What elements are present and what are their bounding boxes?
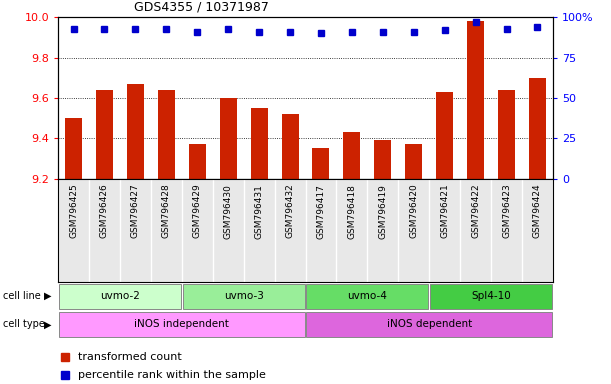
FancyBboxPatch shape [430,284,552,309]
Bar [282,114,299,179]
Text: GSM796424: GSM796424 [533,184,542,238]
Text: GSM796422: GSM796422 [471,184,480,238]
Bar [96,90,113,179]
FancyBboxPatch shape [183,284,304,309]
Text: ▶: ▶ [44,291,51,301]
Text: GDS4355 / 10371987: GDS4355 / 10371987 [134,0,269,13]
Text: uvmo-4: uvmo-4 [348,291,387,301]
Text: uvmo-3: uvmo-3 [224,291,263,301]
Text: GSM796420: GSM796420 [409,184,419,238]
Text: GSM796418: GSM796418 [348,184,356,238]
FancyBboxPatch shape [59,284,181,309]
Text: uvmo-2: uvmo-2 [100,291,140,301]
Text: GSM796427: GSM796427 [131,184,140,238]
Bar [467,22,484,179]
Bar [158,90,175,179]
Text: iNOS independent: iNOS independent [134,319,229,329]
Text: transformed count: transformed count [78,352,181,362]
Text: GSM796419: GSM796419 [378,184,387,238]
FancyBboxPatch shape [307,284,428,309]
Text: cell type: cell type [3,319,45,329]
Text: GSM796430: GSM796430 [224,184,233,238]
Text: GSM796423: GSM796423 [502,184,511,238]
Bar [498,90,515,179]
Bar [405,144,422,179]
Text: GSM796421: GSM796421 [440,184,449,238]
Bar [251,108,268,179]
Text: GSM796432: GSM796432 [285,184,295,238]
Bar [127,84,144,179]
Text: percentile rank within the sample: percentile rank within the sample [78,370,266,380]
Text: GSM796426: GSM796426 [100,184,109,238]
Bar [343,132,360,179]
Text: Spl4-10: Spl4-10 [471,291,511,301]
Bar [529,78,546,179]
Text: GSM796428: GSM796428 [162,184,171,238]
Text: GSM796417: GSM796417 [316,184,326,238]
Text: GSM796431: GSM796431 [255,184,263,238]
Text: iNOS dependent: iNOS dependent [387,319,472,329]
Bar [189,144,206,179]
Bar [312,148,329,179]
Text: cell line: cell line [3,291,41,301]
Bar [436,92,453,179]
Text: GSM796425: GSM796425 [69,184,78,238]
Bar [375,140,391,179]
Bar [65,118,82,179]
Text: GSM796429: GSM796429 [192,184,202,238]
Bar [220,98,236,179]
FancyBboxPatch shape [59,312,304,337]
FancyBboxPatch shape [307,312,552,337]
Text: ▶: ▶ [44,319,51,329]
